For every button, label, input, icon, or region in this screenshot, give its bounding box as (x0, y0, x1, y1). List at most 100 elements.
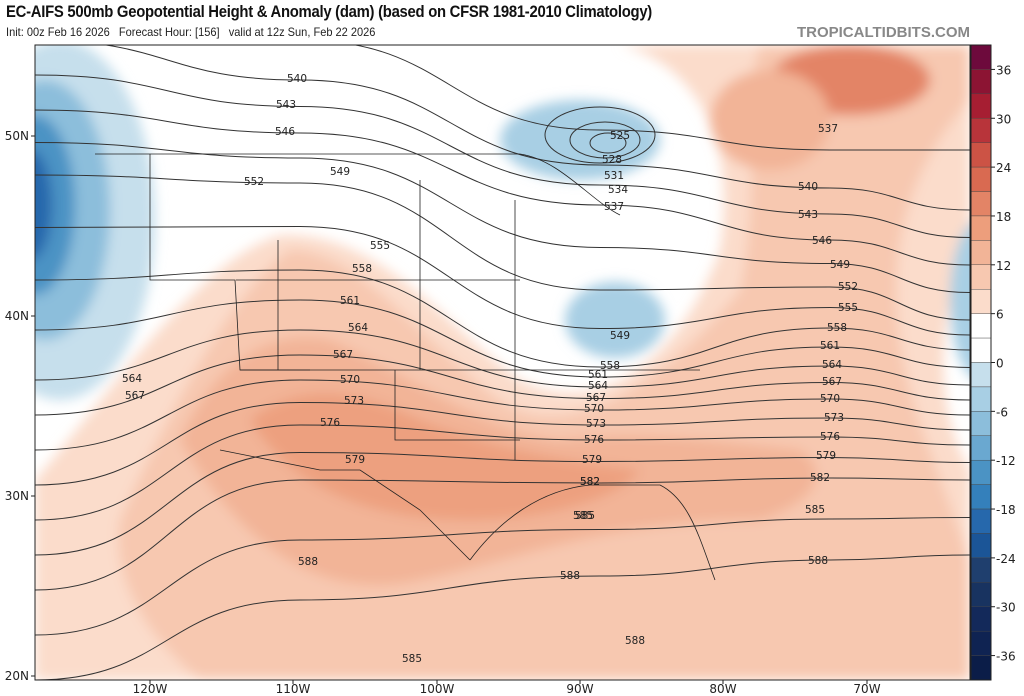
colorbar-tick-label: 30 (996, 112, 1011, 126)
colorbar-swatch (970, 69, 992, 95)
contour-label: 567 (125, 390, 145, 402)
colorbar-swatch (970, 337, 992, 363)
contour-line (35, 554, 970, 680)
contour-label: 564 (588, 380, 608, 392)
colorbar-tick-label: 24 (996, 161, 1011, 175)
colorbar-tick-label: -30 (996, 601, 1016, 615)
colorbar-swatch (970, 362, 992, 388)
map-title: EC-AIFS 500mb Geopotential Height & Anom… (6, 3, 652, 21)
contour-label: 582 (580, 476, 600, 488)
contour-label: 567 (586, 392, 606, 404)
contour-label: 528 (602, 154, 622, 166)
colorbar-swatch (970, 484, 992, 510)
colorbar-swatch (970, 459, 992, 485)
lat-label: 50N (5, 129, 29, 143)
lon-label: 100W (420, 682, 455, 696)
colorbar-swatch (970, 508, 992, 534)
contour-line (35, 329, 970, 388)
contour-label: 567 (822, 376, 842, 388)
lon-label: 70W (853, 682, 880, 696)
contour-label: 543 (798, 209, 818, 221)
contour-label: 546 (275, 126, 295, 138)
colorbar-swatch (970, 630, 992, 656)
contour-line (35, 477, 970, 591)
colorbar-tick-label: 0 (996, 357, 1004, 371)
contour-label: 585 (575, 510, 595, 522)
contour-line (35, 269, 970, 368)
colorbar-swatch (970, 264, 992, 290)
colorbar: 36 30 24 18 12 6 0 -6 -12 -18 -24 -30 -36 (970, 44, 1016, 681)
contour-line (35, 517, 970, 636)
contour-line (569, 121, 641, 159)
lon-label: 90W (566, 682, 593, 696)
colorbar-tick-label: 36 (996, 63, 1011, 77)
anomaly-field (35, 45, 970, 680)
contour-label: 564 (348, 322, 368, 334)
contour-label: 582 (580, 476, 600, 488)
contour-label: 540 (798, 181, 818, 193)
colorbar-swatch (970, 289, 992, 314)
contour-line (35, 174, 970, 321)
contour-label: 582 (810, 472, 830, 484)
brand-watermark: TROPICALTIDBITS.COM (796, 24, 970, 41)
contour-line (35, 451, 970, 556)
contour-label: 552 (838, 281, 858, 293)
contour-label: 561 (340, 295, 360, 307)
contour-label: 555 (838, 302, 858, 314)
lon-label: 110W (276, 682, 311, 696)
contour-label: 588 (560, 570, 580, 582)
colorbar-swatch (970, 142, 992, 168)
map-frame (34, 44, 971, 681)
contour-label: 576 (584, 434, 604, 446)
contour-label: 555 (370, 240, 390, 252)
lat-label: 20N (5, 669, 29, 683)
contour-label: 585 (402, 653, 422, 665)
colorbar-swatch (970, 93, 992, 119)
contour-label: 558 (827, 322, 847, 334)
contour-label: 573 (824, 412, 844, 424)
contour-label: 537 (818, 123, 838, 135)
contour-label: 570 (820, 393, 840, 405)
colorbar-tick-label: 18 (996, 210, 1011, 224)
contour-label: 567 (333, 349, 353, 361)
contour-label: 564 (122, 373, 142, 385)
contour-label: 579 (816, 450, 836, 462)
contour-line (35, 379, 970, 451)
contour-label: 540 (287, 73, 307, 85)
lon-label: 120W (133, 682, 168, 696)
colorbar-tick-label: 12 (996, 259, 1011, 273)
colorbar-swatch (970, 557, 992, 583)
contour-label: 588 (298, 556, 318, 568)
contour-label: 588 (808, 555, 828, 567)
contour-line (352, 45, 970, 151)
contour-label: 531 (604, 170, 624, 182)
contour-label: 549 (330, 166, 350, 178)
contour-line (589, 132, 627, 154)
contour-line (35, 354, 970, 416)
contour-line (35, 299, 970, 378)
contour-label: 549 (610, 330, 630, 342)
colorbar-swatch (970, 118, 992, 143)
height-contours (35, 45, 970, 680)
colorbar-swatch (970, 582, 992, 607)
colorbar-tick-label: -12 (996, 454, 1016, 468)
colorbar-swatch (970, 386, 992, 412)
colorbar-tick-label: -24 (996, 552, 1016, 566)
contour-label: 579 (582, 454, 602, 466)
contour-label: 573 (344, 395, 364, 407)
contour-label: 561 (820, 340, 840, 352)
contour-label: 564 (822, 359, 842, 371)
lat-label: 30N (5, 489, 29, 503)
contour-line (102, 45, 970, 211)
contour-label: 570 (340, 374, 360, 386)
contour-label: 576 (320, 417, 340, 429)
contour-label: 561 (588, 369, 608, 381)
lat-label: 40N (5, 309, 29, 323)
colorbar-tick-label: -36 (996, 650, 1016, 664)
colorbar-swatch (970, 533, 992, 559)
colorbar-swatch (970, 215, 992, 241)
colorbar-swatch (970, 411, 992, 436)
colorbar-tick-label: 6 (996, 308, 1004, 322)
colorbar-swatch (970, 435, 992, 461)
